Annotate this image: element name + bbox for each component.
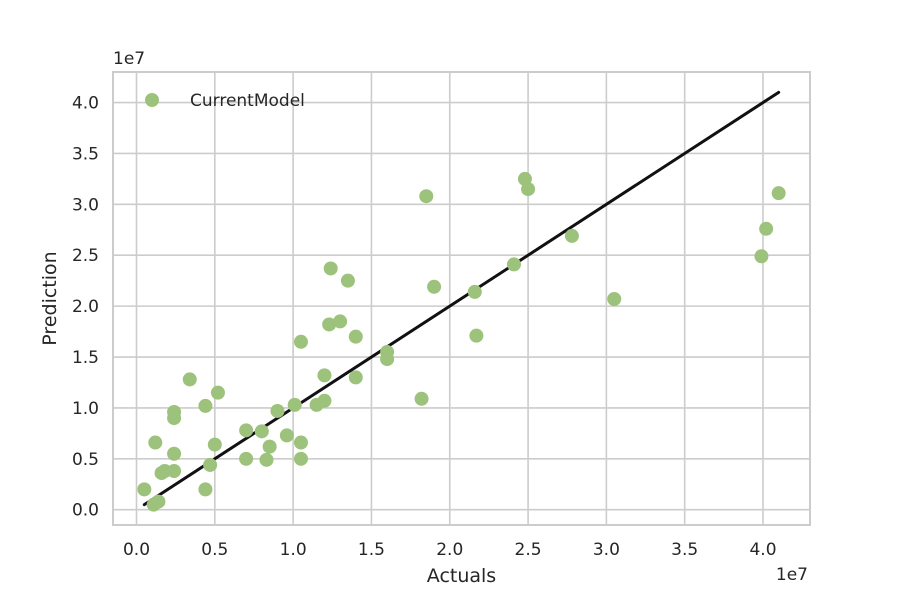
data-point [182,372,197,387]
data-points [137,171,786,512]
x-tick-label: 1.0 [280,540,307,560]
data-point [207,437,222,452]
y-tick-label: 0.5 [72,450,99,470]
y-tick-label: 3.0 [72,195,99,215]
data-point [521,182,536,197]
data-point [317,393,332,408]
data-point [279,428,294,443]
data-point [340,273,355,288]
data-point [254,424,269,439]
data-point [469,328,484,343]
y-tick-label: 2.0 [72,297,99,317]
legend-label: CurrentModel [190,91,305,111]
x-tick-label: 4.0 [749,540,776,560]
data-point [467,284,482,299]
y-tick-label: 1.5 [72,348,99,368]
grid-lines [113,72,810,525]
data-point [754,249,769,264]
plot-frame [112,71,811,526]
data-point [239,451,254,466]
x-tick-label: 3.0 [593,540,620,560]
data-point [380,344,395,359]
data-point [759,221,774,236]
x-tick-label: 0.0 [123,540,150,560]
data-point [167,464,182,479]
data-point [607,292,622,307]
x-offset-label: 1e7 [776,565,808,585]
x-tick-labels: 0.0 0.5 1.0 1.5 2.0 2.5 3.0 3.5 4.0 [123,540,777,560]
y-offset-label: 1e7 [113,49,145,69]
x-tick-label: 0.5 [201,540,228,560]
data-point [167,405,182,420]
data-point [427,279,442,294]
y-tick-label: 3.5 [72,144,99,164]
data-point [270,403,285,418]
data-point [414,391,429,406]
y-tick-labels: 0.0 0.5 1.0 1.5 2.0 2.5 3.0 3.5 4.0 [72,94,99,521]
legend-marker [145,93,159,107]
data-point [167,446,182,461]
y-tick-label: 1.0 [72,399,99,419]
y-tick-label: 2.5 [72,246,99,266]
data-point [210,385,225,400]
data-point [419,189,434,204]
y-tick-label: 4.0 [72,94,99,114]
data-point [148,435,163,450]
y-tick-label: 0.0 [72,501,99,521]
data-point [259,452,274,467]
data-point [348,370,363,385]
x-tick-label: 1.5 [358,540,385,560]
data-point [262,439,277,454]
data-point [293,451,308,466]
data-point [317,368,332,383]
x-axis-label: Actuals [427,565,496,587]
data-point [771,186,786,201]
data-point [293,435,308,450]
data-point [198,398,213,413]
data-point [348,329,363,344]
data-point [333,314,348,329]
data-point [151,494,166,509]
data-point [239,423,254,438]
x-tick-label: 2.0 [436,540,463,560]
data-point [198,482,213,497]
data-point [564,228,579,243]
data-point [287,397,302,412]
x-tick-label: 3.5 [671,540,698,560]
x-tick-label: 2.5 [515,540,542,560]
y-axis-label: Prediction [39,251,61,345]
data-point [137,482,152,497]
data-point [203,457,218,472]
legend: CurrentModel [145,91,305,111]
data-point [323,261,338,276]
data-point [506,257,521,272]
data-point [322,317,337,332]
data-point [293,334,308,349]
